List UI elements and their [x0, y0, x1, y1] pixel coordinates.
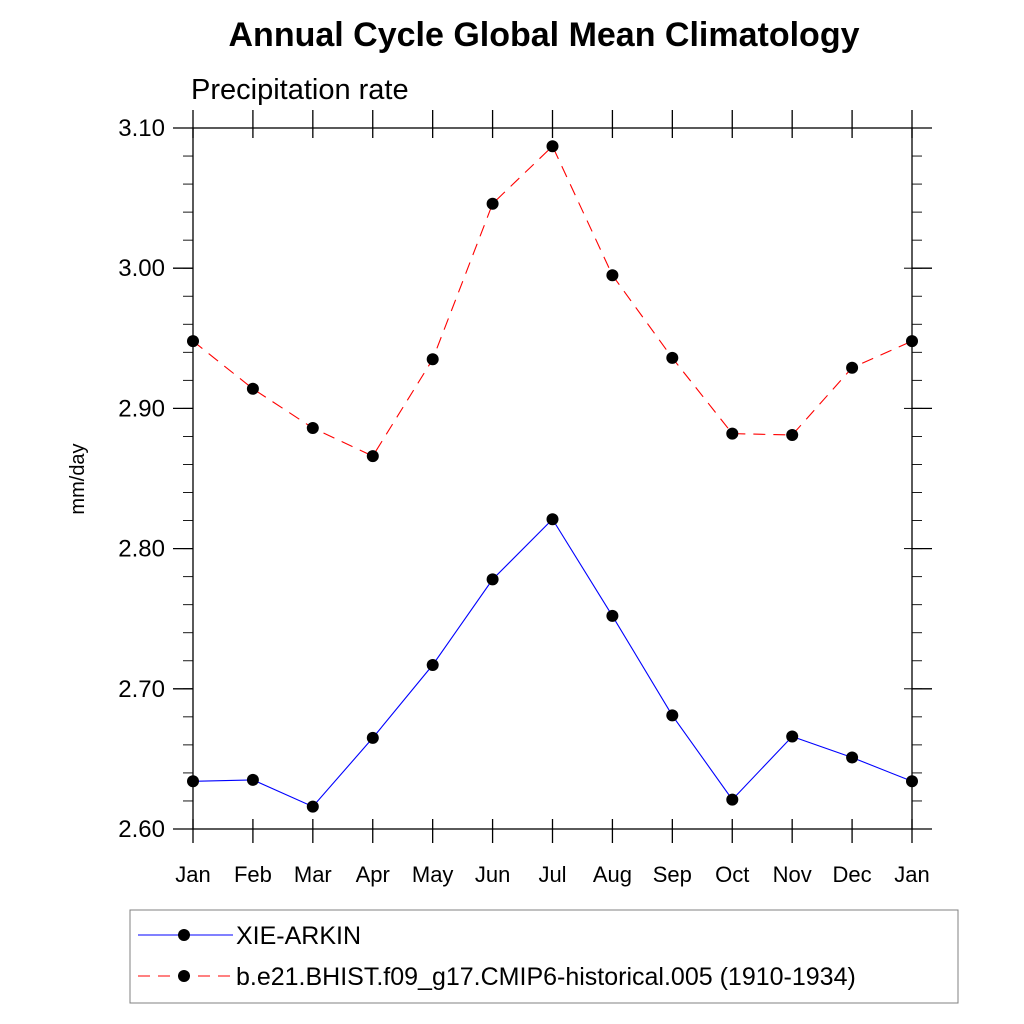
xtick-label-9: Oct — [715, 862, 749, 887]
series-1-point-10 — [786, 429, 799, 441]
xtick-label-7: Aug — [593, 862, 632, 887]
series-1-point-8 — [666, 351, 679, 364]
series-1-point-11 — [846, 361, 859, 374]
chart-title: Annual Cycle Global Mean Climatology — [229, 16, 860, 54]
y-tick-labels: 2.60 2.70 2.80 2.90 3.00 3.10 — [118, 115, 165, 843]
x-tick-labels: Jan Feb Mar Apr May Jun Jul Aug Sep Oct Nov Dec Jan — [175, 862, 929, 887]
series-line-1 — [192, 145, 913, 457]
chart-subtitle: Precipitation rate — [191, 74, 409, 106]
series-0-point-9 — [726, 793, 739, 806]
series-0-point-10 — [786, 730, 799, 743]
xtick-label-4: May — [412, 862, 454, 887]
legend-marker-cmip6 — [178, 970, 190, 982]
series-0-point-6 — [546, 513, 559, 526]
series-1-point-3 — [366, 450, 379, 463]
legend-box — [129, 909, 959, 1004]
series-0-point-5 — [486, 573, 499, 586]
series-0-point-1 — [246, 773, 259, 786]
series-1-point-9 — [726, 427, 739, 440]
xtick-label-11: Dec — [833, 862, 872, 887]
series-layer — [187, 140, 918, 813]
series-0-point-11 — [846, 751, 859, 764]
xtick-label-6: Jul — [538, 862, 566, 887]
xtick-label-10: Nov — [773, 862, 812, 887]
series-0-point-2 — [306, 800, 319, 813]
ytick-label-1: 2.70 — [118, 676, 165, 703]
legend: XIE-ARKIN b.e21.BHIST.f09_g17.CMIP6-hist… — [129, 909, 959, 1004]
legend-label-cmip6: b.e21.BHIST.f09_g17.CMIP6-historical.005… — [236, 963, 856, 991]
plot-frame — [192, 127, 913, 830]
series-0-point-3 — [366, 731, 379, 744]
series-1-point-4 — [426, 353, 439, 366]
series-line-0 — [192, 518, 913, 808]
series-1-point-6 — [546, 140, 559, 153]
series-0-point-4 — [426, 659, 439, 671]
y-axis-label: mm/day — [67, 443, 89, 514]
series-1-point-7 — [606, 269, 619, 282]
ticks-layer — [173, 110, 932, 843]
ytick-label-3: 2.90 — [118, 395, 165, 422]
legend-label-xie-arkin: XIE-ARKIN — [236, 922, 361, 950]
xtick-label-8: Sep — [653, 862, 692, 887]
legend-marker-xie-arkin — [178, 929, 190, 941]
ytick-label-0: 2.60 — [118, 816, 165, 843]
series-0-point-7 — [606, 609, 619, 622]
series-1-point-5 — [486, 197, 499, 210]
xtick-label-12: Jan — [894, 862, 929, 887]
xtick-label-1: Feb — [234, 862, 272, 887]
xtick-label-0: Jan — [175, 862, 210, 887]
ytick-label-4: 3.00 — [118, 255, 165, 282]
ytick-label-5: 3.10 — [118, 115, 165, 142]
series-0-point-8 — [666, 709, 679, 722]
series-1-point-2 — [306, 422, 319, 434]
ytick-label-2: 2.80 — [118, 536, 165, 563]
xtick-label-5: Jun — [475, 862, 510, 887]
xtick-label-2: Mar — [294, 862, 332, 887]
series-1-point-1 — [246, 382, 259, 395]
xtick-label-3: Apr — [356, 862, 390, 887]
